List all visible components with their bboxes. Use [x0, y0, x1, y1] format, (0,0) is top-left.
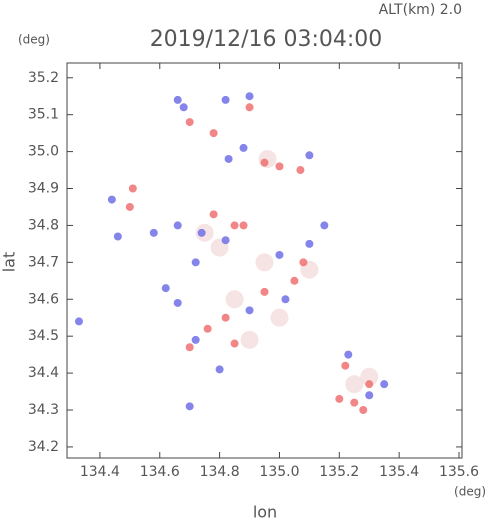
echo-blob	[203, 324, 212, 333]
x-unit: (deg)	[454, 485, 486, 499]
x-tick-label: 134.4	[80, 464, 120, 480]
x-tick-label: 134.8	[200, 464, 240, 480]
echo-blob	[299, 258, 308, 267]
echo-blob	[225, 290, 244, 309]
chart-title: 2019/12/16 03:04:00	[150, 27, 383, 52]
y-unit: (deg)	[18, 33, 50, 47]
echo-blob	[245, 306, 254, 315]
echo-blob	[281, 295, 290, 304]
y-tick-label: 35.1	[28, 107, 59, 123]
echo-blob	[128, 184, 137, 193]
echo-blob	[335, 394, 344, 403]
y-tick-label: 34.7	[28, 254, 59, 270]
y-tick-label: 35.2	[28, 70, 59, 86]
echo-blob	[149, 228, 158, 237]
x-tick-label: 135.0	[259, 464, 299, 480]
echo-blob	[185, 118, 194, 127]
echo-blob	[173, 298, 182, 307]
echo-blob	[365, 380, 374, 389]
y-tick-label: 34.6	[28, 291, 59, 307]
echo-blob	[107, 195, 116, 204]
echo-blob	[197, 228, 206, 237]
echo-blob	[305, 239, 314, 248]
echo-blob	[185, 343, 194, 352]
echo-blob	[341, 361, 350, 370]
altitude-label: ALT(km) 2.0	[379, 2, 462, 18]
y-tick-label: 34.8	[28, 217, 59, 233]
echo-blob	[173, 95, 182, 104]
echo-blob	[185, 402, 194, 411]
echo-blob	[161, 284, 170, 293]
echo-blob	[221, 236, 230, 245]
echo-blob	[255, 253, 274, 272]
echo-blob	[113, 232, 122, 241]
x-tick-label: 135.6	[439, 464, 479, 480]
echo-blob	[230, 339, 239, 348]
x-tick-label: 135.4	[379, 464, 419, 480]
echo-blob	[260, 287, 269, 296]
echo-blob	[209, 129, 218, 138]
echo-blob	[344, 350, 353, 359]
echo-blob	[215, 365, 224, 374]
x-tick-label: 134.6	[140, 464, 180, 480]
echo-blob	[230, 221, 239, 230]
echo-blob	[380, 380, 389, 389]
echo-blob	[191, 335, 200, 344]
echo-blob	[360, 367, 379, 386]
echo-blob	[245, 103, 254, 112]
echo-blob	[239, 143, 248, 152]
y-tick-label: 34.5	[28, 328, 59, 344]
x-axis-label: lon	[253, 503, 277, 521]
echo-blob	[179, 103, 188, 112]
echo-blob	[240, 330, 259, 349]
plot-frame	[66, 62, 463, 459]
echo-blob	[290, 276, 299, 285]
echo-blob	[221, 95, 230, 104]
echo-blob	[125, 202, 134, 211]
echo-blob	[359, 406, 368, 415]
echo-blob	[270, 308, 289, 327]
y-tick-label: 34.9	[28, 181, 59, 197]
echo-blob	[345, 375, 364, 394]
echo-blob	[221, 313, 230, 322]
echo-blob	[74, 317, 83, 326]
echo-blob	[260, 158, 269, 167]
echo-blob	[191, 258, 200, 267]
echo-blob	[275, 162, 284, 171]
echo-blob	[365, 391, 374, 400]
echo-blob	[245, 92, 254, 101]
echo-blob	[173, 221, 182, 230]
echo-blob	[209, 210, 218, 219]
echo-blob	[320, 221, 329, 230]
y-tick-label: 35.0	[28, 144, 59, 160]
y-axis-label: lat	[0, 252, 19, 273]
echo-blob	[239, 221, 248, 230]
echo-blob	[350, 398, 359, 407]
echo-blob	[224, 154, 233, 163]
y-tick-label: 34.4	[28, 365, 59, 381]
x-tick-label: 135.2	[319, 464, 359, 480]
echo-blob	[275, 250, 284, 259]
y-tick-label: 34.3	[28, 402, 59, 418]
y-tick-label: 34.2	[28, 439, 59, 455]
echo-blob	[296, 166, 305, 175]
echo-blob	[305, 151, 314, 160]
